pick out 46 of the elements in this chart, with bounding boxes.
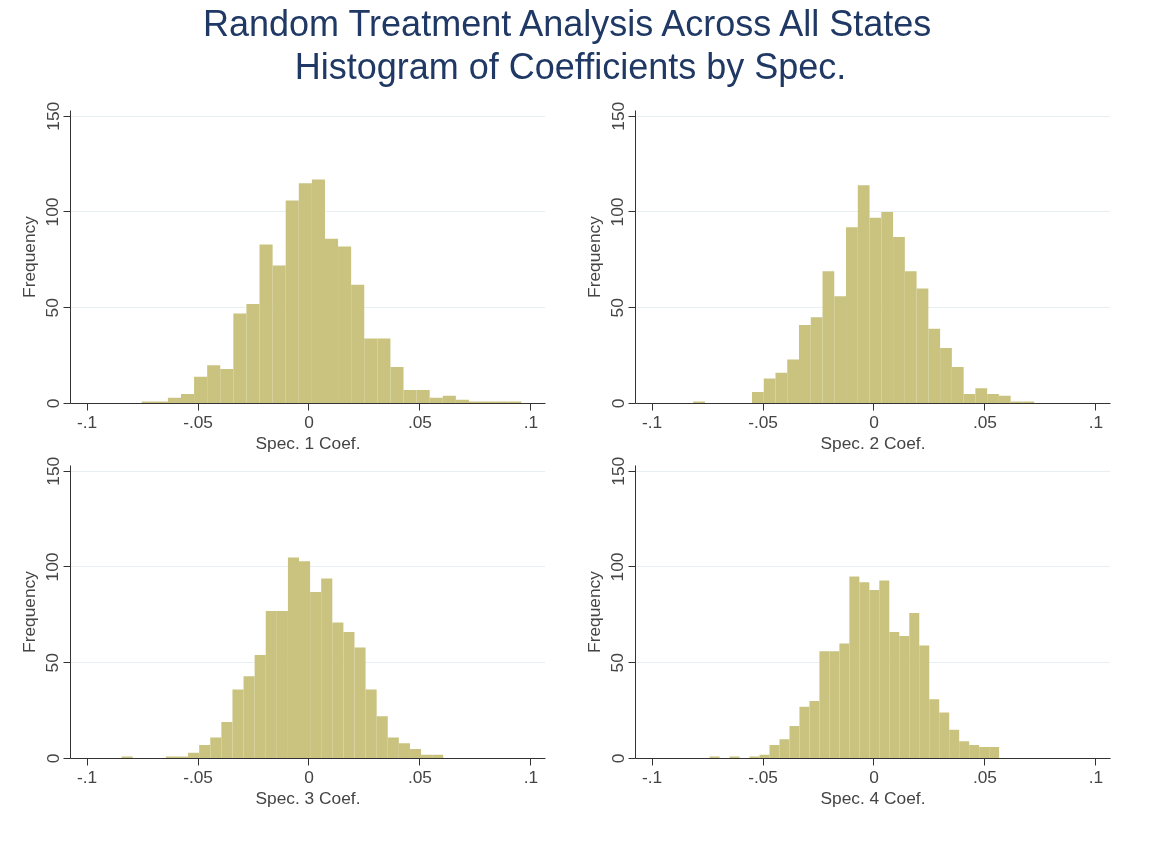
x-tick-label: .05 [972,766,997,787]
x-axis-title: Spec. 2 Coef. [820,432,926,453]
x-tick-label: 0 [869,766,879,787]
x-tick-label: 0 [304,411,314,432]
x-tick-label: -.1 [77,766,98,787]
x-tick-label: -.05 [748,766,778,787]
y-tick-label: 150 [607,456,628,486]
x-tick-label: .1 [1088,766,1104,787]
y-tick-label: 100 [607,552,628,582]
chart-subtitle: Histogram of Coefficients by Spec. [294,45,847,87]
y-tick-label: 0 [42,753,63,764]
y-tick-label: 100 [42,197,63,227]
x-tick-label: .05 [972,411,997,432]
y-axis-title: Frequency [18,215,39,298]
y-tick-label: 100 [42,552,63,582]
y-tick-label: 50 [607,653,628,673]
x-tick-label: -.1 [642,411,663,432]
y-tick-label: 50 [607,298,628,318]
y-tick-label: 150 [42,456,63,486]
x-tick-label: .1 [1088,411,1104,432]
x-axis-title: Spec. 1 Coef. [255,432,361,453]
y-tick-label: 0 [607,753,628,764]
y-tick-label: 100 [607,197,628,227]
x-tick-label: 0 [869,411,879,432]
x-tick-label: -.1 [77,411,98,432]
y-axis-title: Frequency [583,570,604,653]
x-tick-label: -.05 [748,411,778,432]
y-axis-title: Frequency [18,570,39,653]
y-tick-label: 0 [607,398,628,409]
y-tick-label: 150 [607,101,628,131]
x-tick-label: 0 [304,766,314,787]
x-axis-title: Spec. 3 Coef. [255,787,361,808]
x-axis-title: Spec. 4 Coef. [820,787,926,808]
x-tick-label: .1 [523,411,539,432]
x-tick-label: .05 [407,411,432,432]
x-tick-label: -.05 [183,766,213,787]
y-tick-label: 50 [42,653,63,673]
x-tick-label: .1 [523,766,539,787]
x-tick-label: .05 [407,766,432,787]
y-axis-title: Frequency [583,215,604,298]
x-tick-label: -.1 [642,766,663,787]
chart-title: Random Treatment Analysis Across All States [203,2,932,44]
y-tick-label: 0 [42,398,63,409]
y-tick-label: 150 [42,101,63,131]
x-tick-label: -.05 [183,411,213,432]
y-tick-label: 50 [42,298,63,318]
